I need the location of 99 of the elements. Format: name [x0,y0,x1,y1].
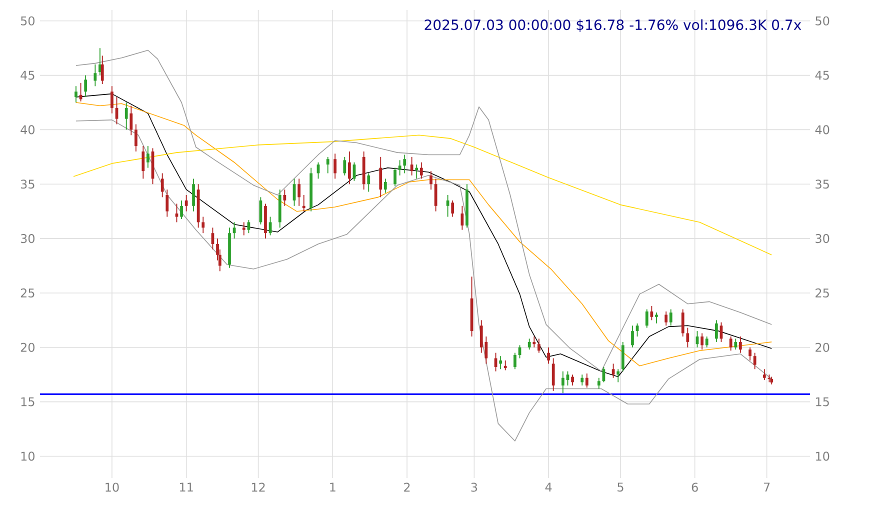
x-tick-label: 4 [545,482,552,492]
candlestick [571,374,574,386]
y2-tick-label: 30 [816,234,830,244]
candlestick [74,86,78,103]
candlestick [561,370,564,394]
candlestick [681,308,684,337]
candlestick [430,170,432,190]
x-tick-label: 11 [180,482,193,492]
y-tick-label: 25 [20,288,34,298]
candlestick [499,356,502,370]
candlestick [738,336,742,354]
candlestick [669,308,672,326]
candlestick [753,352,756,370]
candlestick [384,178,387,194]
y-tick-label: 40 [20,125,34,134]
x-tick-label: 2 [404,482,410,492]
candlestick [202,216,205,234]
y-tick-label: 50 [20,16,34,26]
candlestick [124,102,128,130]
candlestick [134,124,138,152]
candlestick [552,358,555,392]
candlestick [645,308,648,328]
candlestick [334,153,336,180]
candlestick [597,377,600,390]
candlestick [532,336,536,348]
candlestick [616,368,620,383]
candlestick [348,151,351,185]
candlestick [398,160,402,176]
candlestick [460,205,464,230]
candlestick [302,194,306,212]
candlestick [283,189,286,206]
candlestick [762,368,766,381]
candlestick [420,162,423,180]
candlestick [242,222,246,236]
candlestick [175,203,178,223]
candlestick [180,200,183,220]
candlestick [110,86,114,114]
candlestick [514,352,516,370]
candlestick [94,64,97,87]
line-series [73,134,772,256]
candlestick [379,156,382,198]
x-tick-label: 7 [764,482,770,492]
y-tick-label: 20 [20,342,34,352]
candlestick [403,154,406,174]
candlestick [585,373,588,388]
candlestick [100,55,104,84]
candlestick [130,105,133,136]
candlestick [631,325,634,348]
candlestick [650,306,654,321]
candlestick [729,336,732,352]
x-tick-label: 5 [618,482,624,492]
candlestick [160,172,164,198]
text: 2025.07.03 00:00:00 $16.78 -1.76% vol:1096.3K 0.7x [424,19,802,32]
candlestick [734,338,738,350]
y2-tick-label: 25 [816,288,829,298]
y-tick-label: 15 [21,397,34,406]
x-tick-label: 12 [252,482,265,492]
x-tick-label: 3 [471,482,478,492]
y2-tick-label: 10 [816,452,830,461]
candlestick [621,341,624,372]
y-tick-label: 35 [20,180,34,189]
candlestick [538,338,540,354]
x-tick-label: 6 [692,482,698,492]
candlestick [343,156,346,176]
candlestick [686,327,690,348]
candlestick [166,189,169,218]
candlestick [655,312,658,324]
y2-tick-label: 15 [816,397,829,406]
y-tick-label: 30 [20,234,34,244]
y2-tick-label: 20 [816,342,830,352]
candlestick [326,156,330,174]
candlestick [367,172,370,192]
candlestick [146,146,150,168]
y-tick-label: 45 [20,70,34,80]
candlestick [528,338,531,350]
x-tick-label: 1 [330,482,336,492]
candlestick [192,178,195,212]
candlestick [580,374,584,386]
candlestick [664,310,668,326]
candlestick [184,194,188,212]
candlestick [700,332,704,350]
candlestick [547,346,550,364]
candlestick [298,178,301,206]
x-tick-label: 10 [106,482,119,492]
candlestick [705,336,708,348]
candlestick [748,346,752,361]
candlestick [504,360,507,371]
candlestick [715,320,718,342]
candlestick [247,220,250,234]
y2-tick-label: 45 [815,70,829,80]
candlestick [84,74,88,98]
candlestick [415,164,418,180]
y2-tick-label: 40 [815,125,830,134]
y2-tick-label: 50 [816,16,830,26]
y2-tick-label: 35 [816,180,829,189]
candlestick [142,146,145,180]
candlestick [451,200,454,218]
y-tick-label: 10 [21,452,34,461]
candlestick [394,167,396,187]
